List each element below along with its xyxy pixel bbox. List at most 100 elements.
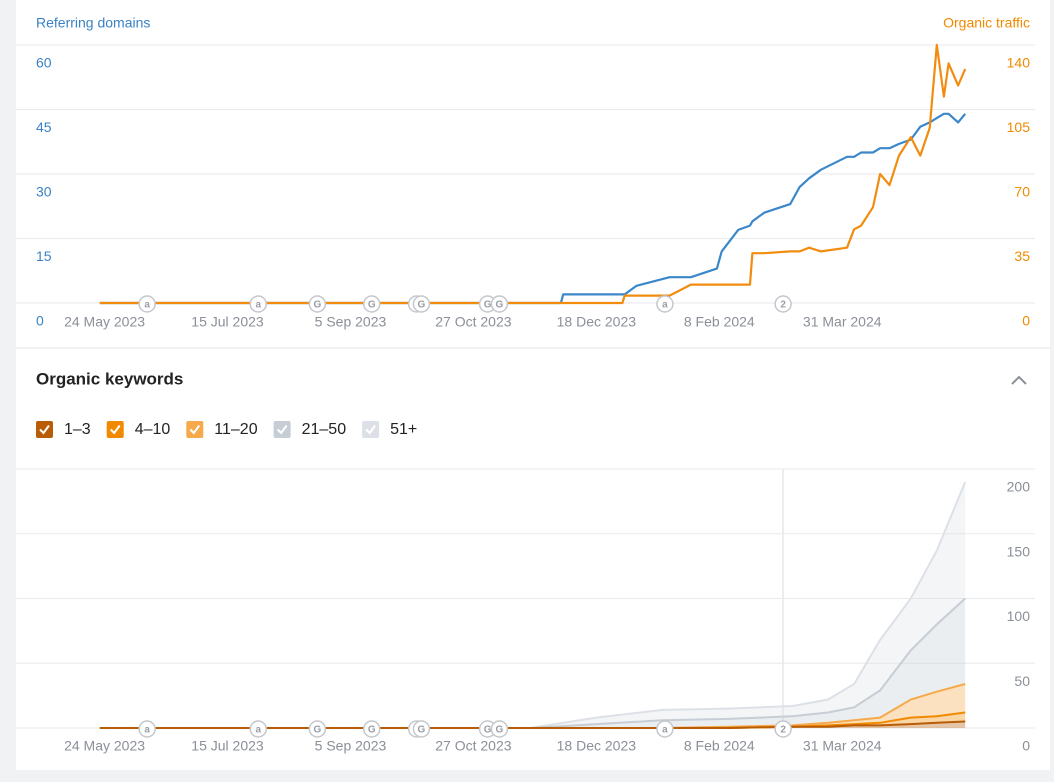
area-line (99, 597, 966, 729)
event-label: G (496, 725, 504, 736)
event-marker: a (138, 720, 156, 738)
series-line (99, 43, 967, 305)
event-marker: G (490, 295, 509, 313)
event-label: G (313, 300, 321, 311)
y-tick-label: 100 (1007, 608, 1031, 624)
event-marker: a (656, 295, 674, 313)
legend-checkbox (362, 421, 380, 438)
legend-check (276, 424, 288, 435)
x-tick-label: 27 Oct 2023 (435, 314, 511, 330)
event-label: G (496, 300, 504, 311)
event-marker: G (490, 720, 509, 738)
legend-item[interactable]: 11–20 (186, 421, 258, 438)
legend-checkbox (36, 421, 53, 438)
area-line (99, 481, 967, 729)
event-label: 2 (780, 725, 786, 736)
event-marker: G (308, 720, 327, 738)
legend-item[interactable]: 21–50 (273, 421, 347, 438)
y-tick-label: 50 (1014, 673, 1030, 689)
card (16, 0, 1050, 770)
legend-label: 1–3 (64, 421, 91, 438)
y-tick-label: 0 (36, 313, 44, 329)
event-circle (656, 295, 674, 313)
area-line (99, 720, 966, 729)
x-tick-label: 8 Feb 2024 (684, 738, 755, 754)
legend-item[interactable]: 4–10 (106, 421, 171, 438)
event-circle (774, 295, 792, 313)
event-marker: a (138, 295, 156, 313)
legend-label: 11–20 (214, 421, 257, 438)
legend-checkbox (273, 421, 291, 438)
y2-tick-label: 140 (1007, 55, 1031, 71)
event-label: a (255, 725, 261, 736)
x-tick-label: 27 Oct 2023 (435, 738, 511, 754)
legend-checkbox (186, 421, 204, 438)
area-fill (99, 598, 966, 728)
y2-tick-label: 70 (1014, 184, 1030, 200)
event-label: a (144, 300, 150, 311)
event-circle (308, 720, 327, 738)
event-circle (412, 720, 431, 738)
y2-axis-title: Organic traffic (943, 15, 1030, 31)
event-circle (138, 295, 156, 313)
event-label: a (255, 300, 261, 311)
legend-check (365, 424, 376, 435)
event-label: a (662, 725, 668, 736)
legend-item[interactable]: 1–3 (36, 421, 91, 438)
event-label: G (484, 300, 492, 311)
event-circle (362, 720, 381, 738)
event-label: G (368, 725, 376, 736)
event-marker: G (362, 295, 381, 313)
event-marker: a (656, 720, 674, 738)
event-circle (490, 295, 509, 313)
event-circle (362, 295, 381, 313)
y-tick-label: 150 (1007, 543, 1031, 559)
y-tick-label: 30 (36, 184, 52, 200)
collapse-toggle[interactable] (1011, 375, 1027, 385)
event-marker: G (362, 720, 381, 738)
event-marker: G (308, 295, 327, 313)
event-label: a (662, 300, 668, 311)
legend-label: 4–10 (135, 421, 171, 438)
legend-label: 21–50 (302, 421, 347, 438)
event-circle (249, 720, 267, 738)
y2-tick-label: 0 (1022, 313, 1030, 329)
event-label: G (417, 300, 425, 311)
event-marker: a (249, 720, 267, 738)
y-tick-label: 45 (36, 119, 52, 135)
y2-tick-label: 35 (1014, 248, 1030, 264)
x-tick-label: 15 Jul 2023 (191, 314, 264, 330)
event-marker: 2 (774, 295, 792, 313)
x-tick-label: 5 Sep 2023 (315, 738, 387, 754)
series-line (99, 112, 967, 305)
legend-check (109, 424, 121, 435)
x-tick-label: 24 May 2023 (64, 738, 145, 754)
event-marker: G (412, 295, 431, 313)
event-marker: a (249, 295, 267, 313)
event-circle (774, 720, 792, 738)
event-label: G (368, 300, 376, 311)
event-circle (249, 295, 267, 313)
x-tick-label: 24 May 2023 (64, 314, 145, 330)
x-tick-label: 18 Dec 2023 (557, 314, 637, 330)
area-fill (99, 721, 966, 728)
legend-check (39, 424, 50, 435)
event-label: G (484, 725, 492, 736)
event-circle (490, 720, 509, 738)
legend-checkbox (106, 421, 124, 438)
x-tick-label: 31 Mar 2024 (803, 738, 882, 754)
event-circle (138, 720, 156, 738)
y-tick-label: 200 (1007, 479, 1031, 495)
y2-tick-label: 105 (1007, 119, 1031, 135)
event-marker: 2 (774, 720, 792, 738)
x-tick-label: 5 Sep 2023 (315, 314, 387, 330)
y-axis-title: Referring domains (36, 15, 150, 31)
event-label: 2 (780, 300, 786, 311)
legend-item[interactable]: 51+ (362, 421, 417, 438)
event-circle (656, 720, 674, 738)
event-circle (308, 295, 327, 313)
legend-label: 51+ (390, 421, 417, 438)
legend-check (189, 424, 201, 435)
